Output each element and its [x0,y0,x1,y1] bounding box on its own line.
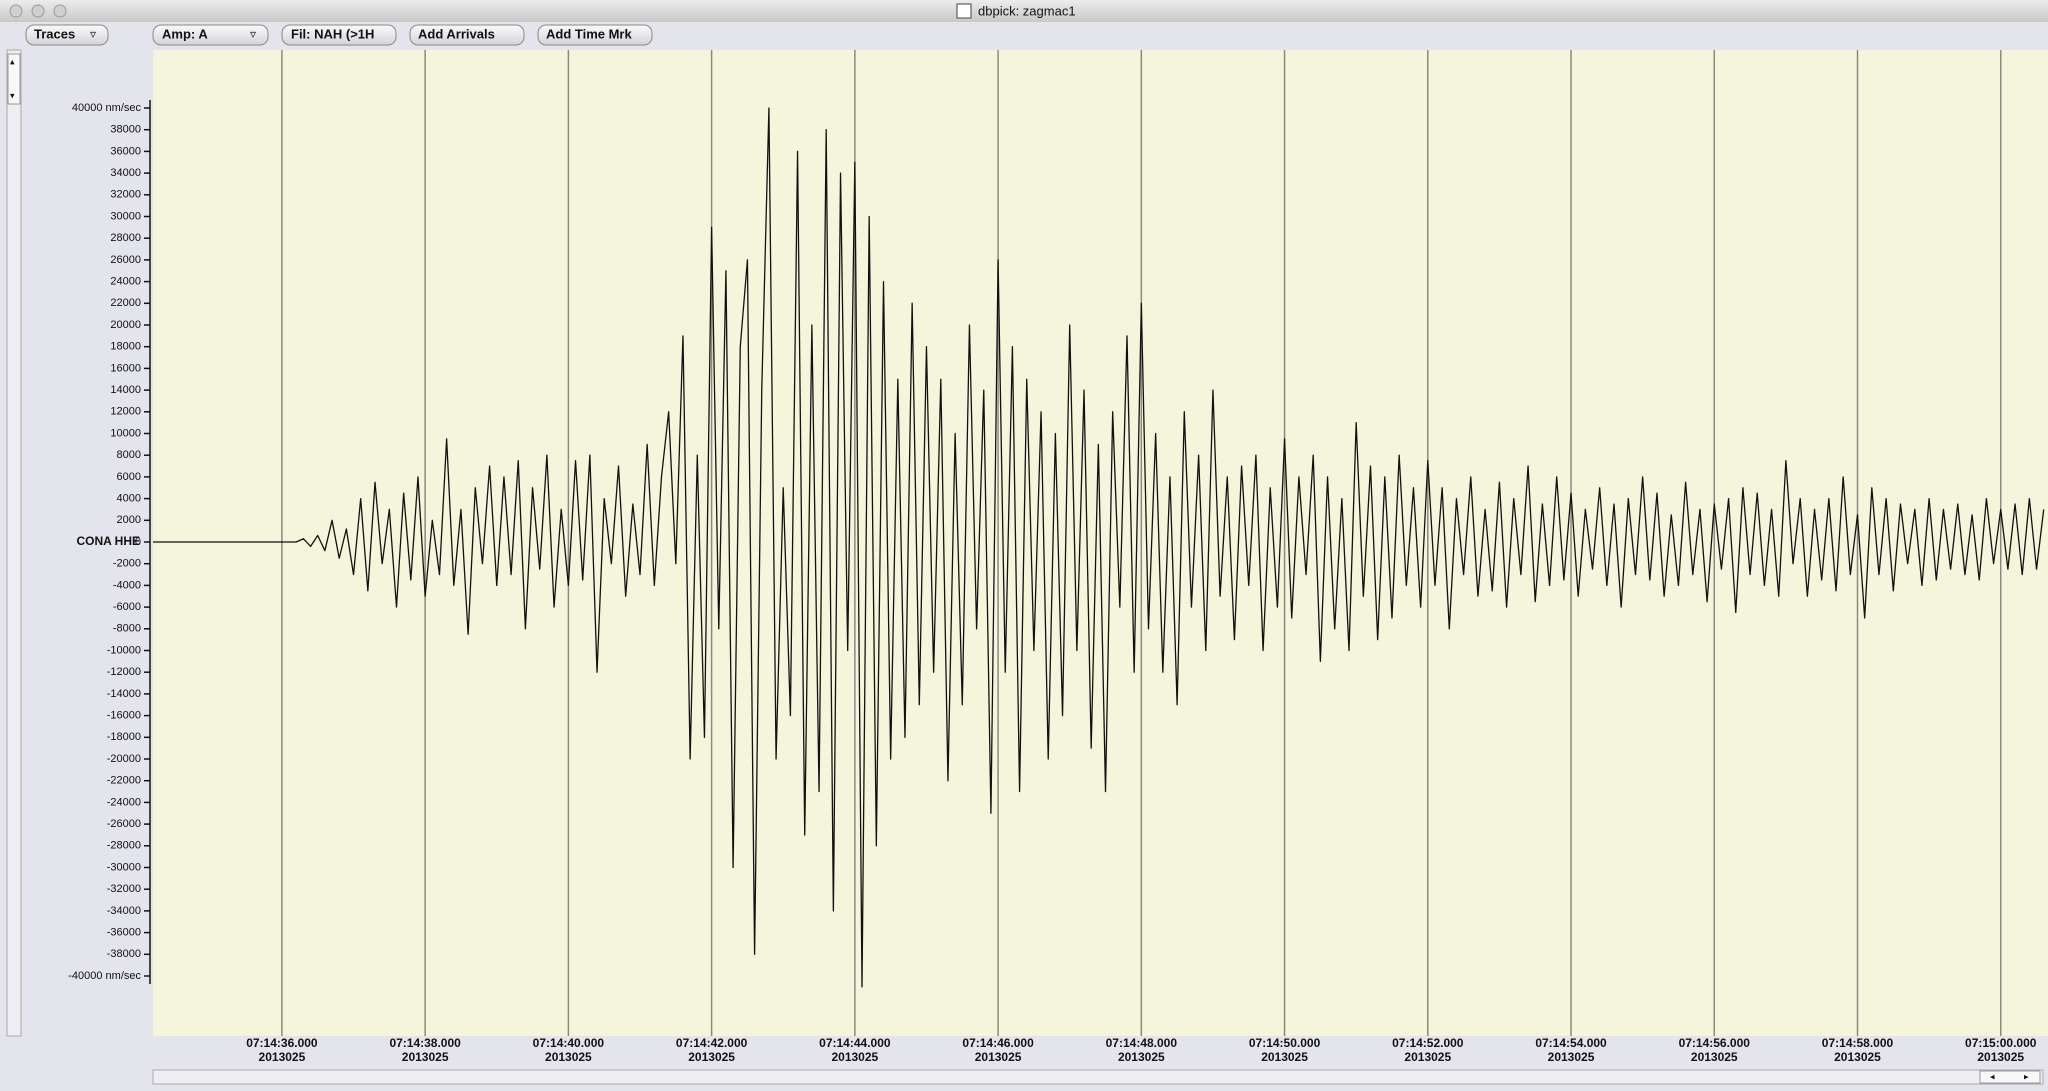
y-tick-label: -16000 [107,710,141,722]
x-tick-date: 2013025 [975,1050,1022,1064]
y-tick-label: 18000 [110,341,141,353]
x-tick-label: 07:14:38.000 [389,1036,461,1050]
y-tick-label: 32000 [110,189,141,201]
svg-text:▸: ▸ [2024,1071,2029,1081]
minimize-button[interactable] [31,4,45,18]
x-tick-label: 07:14:36.000 [246,1036,318,1050]
x-icon [956,3,972,19]
y-tick-label: 4000 [117,493,141,505]
y-tick-label: 12000 [110,406,141,418]
button[interactable] [281,24,397,46]
y-tick-label: 16000 [110,362,141,374]
x-tick-date: 2013025 [1118,1050,1165,1064]
y-tick-label: -8000 [113,623,141,635]
button[interactable] [537,24,653,46]
y-tick-label: 34000 [110,167,141,179]
y-tick-label: -6000 [113,601,141,613]
y-tick-label: 20000 [110,319,141,331]
y-tick-label: 30000 [110,210,141,222]
x-tick-label: 07:14:40.000 [533,1036,605,1050]
x-tick-date: 2013025 [831,1050,878,1064]
y-tick-label: 14000 [110,384,141,396]
button-label: Add Arrivals [418,26,495,41]
x-tick-date: 2013025 [1404,1050,1451,1064]
x-tick-label: 07:14:58.000 [1822,1036,1894,1050]
x-tick-label: 07:14:42.000 [676,1036,748,1050]
y-tick-label: 6000 [117,471,141,483]
y-tick-label: -4000 [113,579,141,591]
x-tick-date: 2013025 [1977,1050,2024,1064]
horizontal-scrollbar[interactable]: ◂ ▸ [152,1069,2044,1085]
y-tick-label: -26000 [107,818,141,830]
close-button[interactable] [9,4,23,18]
button-label: Fil: NAH (>1H [291,26,374,41]
y-tick-label: -28000 [107,840,141,852]
y-tick-label: -30000 [107,861,141,873]
y-tick-label: 2000 [117,514,141,526]
y-tick-label: -36000 [107,927,141,939]
x-tick-label: 07:14:50.000 [1249,1036,1321,1050]
x-tick-date: 2013025 [545,1050,592,1064]
x-tick-label: 07:15:00.000 [1965,1036,2037,1050]
y-tick-label: -24000 [107,796,141,808]
dropdown-arrow: ▿ [250,27,256,41]
y-tick-label: -14000 [107,688,141,700]
waveform [153,107,2045,988]
y-tick-label: -38000 [107,948,141,960]
zoom-button[interactable] [53,4,67,18]
y-tick-label: -32000 [107,883,141,895]
button[interactable] [409,24,525,46]
x-tick-date: 2013025 [1691,1050,1738,1064]
y-tick-label: -34000 [107,905,141,917]
x-tick-date: 2013025 [259,1050,306,1064]
y-tick-label: -18000 [107,731,141,743]
y-tick-label: -20000 [107,753,141,765]
y-tick-label: 40000 nm/sec [72,102,142,114]
window-title: dbpick: zagmac1 [978,3,1076,18]
button-label: Traces [34,26,75,41]
svg-text:▾: ▾ [10,90,15,100]
x-tick-date: 2013025 [402,1050,449,1064]
button[interactable] [25,24,109,46]
dropdown-arrow: ▿ [90,27,96,41]
x-tick-date: 2013025 [1261,1050,1308,1064]
x-tick-label: 07:14:44.000 [819,1036,891,1050]
trace-label: CONA HHE [76,534,140,548]
y-tick-label: -2000 [113,558,141,570]
y-tick-label: 36000 [110,145,141,157]
vertical-scrollbar[interactable]: ▴ ▾ [6,49,22,1037]
x-tick-label: 07:14:46.000 [962,1036,1034,1050]
y-tick-label: 26000 [110,254,141,266]
x-tick-label: 07:14:54.000 [1535,1036,1607,1050]
y-tick-label: 8000 [117,449,141,461]
svg-text:▴: ▴ [10,56,15,66]
y-tick-label: 28000 [110,232,141,244]
x-tick-label: 07:14:52.000 [1392,1036,1464,1050]
y-tick-label: -22000 [107,775,141,787]
x-tick-date: 2013025 [1834,1050,1881,1064]
button-label: Amp: A [162,26,208,41]
x-tick-date: 2013025 [688,1050,735,1064]
x-tick-label: 07:14:56.000 [1679,1036,1751,1050]
button-label: Add Time Mrk [546,26,632,41]
y-tick-label: -12000 [107,666,141,678]
button[interactable] [152,24,269,46]
y-tick-label: 0 [135,536,141,548]
y-tick-label: 38000 [110,124,141,136]
title-bar [0,0,2048,22]
y-tick-label: -40000 nm/sec [68,970,141,982]
toolbar: Traces ▿ Amp: A ▿ Fil: NAH (>1H Add Arri… [25,24,653,46]
x-tick-label: 07:14:48.000 [1106,1036,1178,1050]
y-tick-label: 24000 [110,276,141,288]
y-tick-label: 10000 [110,427,141,439]
x-tick-date: 2013025 [1548,1050,1595,1064]
y-tick-label: -10000 [107,644,141,656]
svg-text:◂: ◂ [1990,1071,1995,1081]
y-tick-label: 22000 [110,297,141,309]
